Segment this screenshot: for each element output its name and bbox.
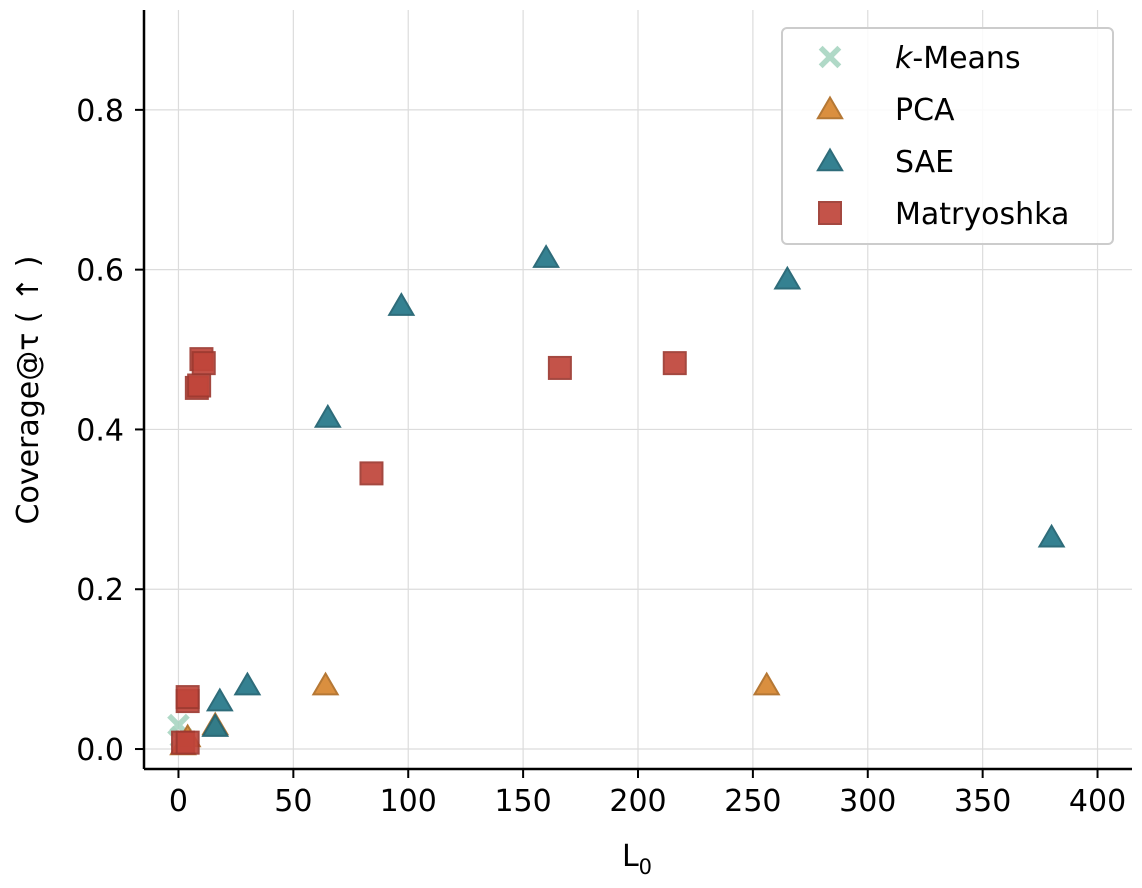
matryoshka-point	[359, 461, 384, 486]
legend-marker-matryoshka	[818, 201, 842, 225]
legend-frame	[781, 27, 1114, 245]
x-tick-label: 200	[609, 784, 666, 819]
matryoshka-point	[175, 730, 200, 755]
sae-point	[387, 292, 416, 316]
legend: k-Means PCA SAE Matryoshka	[781, 27, 1114, 245]
legend-label-sae: SAE	[895, 145, 954, 180]
matryoshka-point	[662, 351, 687, 376]
sae-point	[1037, 523, 1066, 548]
y-tick-label: 0.6	[76, 254, 124, 289]
sae-point	[773, 265, 802, 290]
y-axis-title: Coverage@τ ( ↑ )	[11, 256, 46, 525]
x-axis-title: L0	[622, 839, 652, 879]
x-axis-ticks: 0 50 100 150 200 250 300 350 400	[169, 769, 1126, 819]
y-tick-label: 0.0	[76, 733, 124, 768]
sae-point	[205, 687, 234, 712]
pca-point	[311, 671, 340, 696]
x-tick-label: 400	[1069, 784, 1126, 819]
x-tick-label: 150	[494, 784, 551, 819]
y-axis-ticks: 0.0 0.2 0.4 0.6 0.8	[76, 94, 144, 768]
matryoshka-point	[175, 685, 200, 710]
matryoshka-point	[191, 351, 216, 376]
data-points	[167, 244, 1066, 756]
y-tick-label: 0.8	[76, 94, 124, 129]
legend-marker-sae	[816, 147, 844, 172]
x-tick-label: 100	[380, 784, 437, 819]
sae-point	[313, 403, 342, 428]
x-tick-label: 0	[169, 784, 188, 819]
x-tick-label: 50	[274, 784, 312, 819]
x-tick-label: 350	[954, 784, 1011, 819]
x-tick-label: 250	[724, 784, 781, 819]
x-tick-label: 300	[839, 784, 896, 819]
sae-point	[201, 713, 230, 737]
legend-label-k-means: k-Means	[895, 41, 1021, 76]
matryoshka-point	[187, 373, 212, 398]
y-tick-label: 0.4	[76, 413, 124, 448]
pca-point	[752, 671, 781, 696]
sae-point	[233, 671, 262, 696]
matryoshka-point	[547, 355, 572, 380]
y-tick-label: 0.2	[76, 573, 124, 608]
sae-point	[532, 244, 560, 268]
legend-marker-pca	[816, 95, 844, 120]
legend-label-pca: PCA	[895, 93, 955, 128]
legend-label-matryoshka: Matryoshka	[895, 197, 1069, 232]
legend-marker-k-means	[818, 45, 842, 69]
